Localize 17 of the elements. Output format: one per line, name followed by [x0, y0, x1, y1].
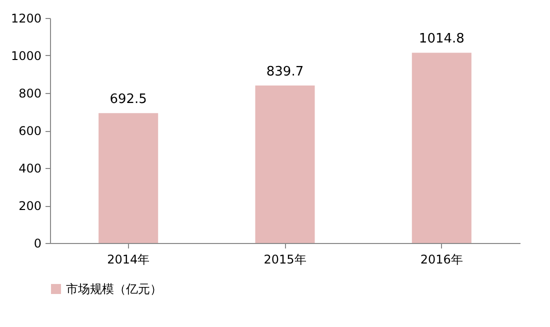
data-label: 839.7: [266, 64, 304, 80]
bar: [98, 113, 158, 243]
data-label: 1014.8: [418, 32, 464, 47]
data-label: 692.5: [110, 92, 147, 108]
x-tick-label: 2015年: [264, 252, 306, 266]
bar: [255, 86, 315, 243]
x-tick-label: 2016年: [420, 252, 463, 266]
y-tick-label: 800: [18, 86, 42, 100]
x-tick-label: 2014年: [107, 252, 150, 266]
y-tick-label: 400: [18, 162, 42, 176]
legend-label: 市场规模（亿元）: [66, 282, 162, 296]
y-tick-label: 600: [18, 124, 42, 138]
y-tick-label: 1000: [10, 49, 42, 63]
y-tick-label: 200: [18, 199, 42, 213]
y-tick-label: 1200: [10, 12, 42, 26]
bar: [412, 52, 472, 243]
y-tick-label: 0: [34, 236, 42, 250]
